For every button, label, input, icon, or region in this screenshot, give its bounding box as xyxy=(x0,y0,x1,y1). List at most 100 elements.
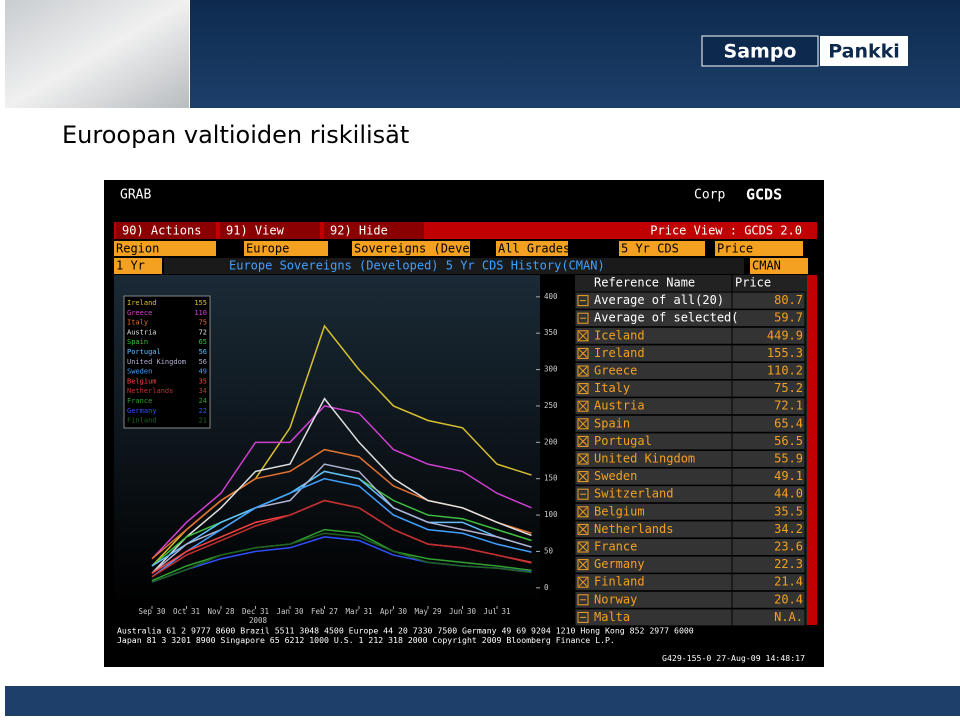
field[interactable] xyxy=(619,241,705,256)
row-bg xyxy=(574,590,806,609)
y-tick-label: 400 xyxy=(544,292,558,301)
check-mark xyxy=(578,419,588,429)
row-price: 49.1 xyxy=(774,469,803,483)
menu-button[interactable] xyxy=(324,222,424,239)
legend-name: France xyxy=(127,397,152,405)
row-bg xyxy=(574,344,806,363)
field[interactable] xyxy=(715,241,803,256)
checkbox[interactable] xyxy=(577,435,589,447)
checkbox[interactable] xyxy=(577,523,589,535)
row-bg xyxy=(574,291,806,310)
checkbox[interactable] xyxy=(577,576,589,588)
legend-value: 24 xyxy=(199,397,207,405)
checkbox[interactable] xyxy=(577,453,589,465)
row-price: 21.4 xyxy=(774,575,803,589)
checkbox[interactable] xyxy=(577,400,589,412)
checkbox[interactable] xyxy=(577,506,589,518)
checkbox[interactable] xyxy=(577,383,589,395)
checkbox[interactable] xyxy=(577,594,589,606)
logo-text: Pankki xyxy=(828,41,900,63)
menu-button[interactable] xyxy=(116,222,216,239)
check-mark xyxy=(578,401,588,411)
legend-value: 75 xyxy=(199,319,207,327)
checkbox[interactable] xyxy=(577,365,589,377)
legend-name: Ireland xyxy=(127,299,157,307)
row-bg xyxy=(574,309,806,328)
legend-value: 110 xyxy=(194,309,207,317)
logo-text: Sampo xyxy=(724,41,797,63)
menu-label: 90) Actions xyxy=(122,224,201,238)
x-tick-label: Jan 30 xyxy=(276,607,304,616)
checkbox[interactable] xyxy=(577,471,589,483)
x-tick-label: May 29 xyxy=(414,607,441,616)
checkbox[interactable] xyxy=(577,418,589,430)
legend-name: Portugal xyxy=(127,348,161,356)
field[interactable] xyxy=(114,241,216,256)
legend-name: Belgium xyxy=(127,377,157,385)
series-line xyxy=(151,405,532,560)
row-price: 56.5 xyxy=(774,434,803,448)
row-price: 22.3 xyxy=(774,557,803,571)
legend-value: 72 xyxy=(199,328,207,336)
view-label: Price View : GCDS 2.0 xyxy=(650,224,802,238)
x-tick-label: Sep 30 xyxy=(138,607,166,616)
y-tick-label: 50 xyxy=(544,546,554,555)
scrollbar xyxy=(807,275,817,625)
check-mark xyxy=(578,331,588,341)
field[interactable] xyxy=(496,241,568,256)
row-bg xyxy=(574,608,806,627)
logo-right xyxy=(820,36,908,66)
row-name: Belgium xyxy=(594,504,645,518)
footer-text: G429-155-0 27-Aug-09 14:48:17 xyxy=(662,653,805,663)
legend-value: 155 xyxy=(194,299,207,307)
check-mark xyxy=(578,366,588,376)
menu-label: 91) View xyxy=(226,224,285,238)
checkbox[interactable] xyxy=(577,488,589,500)
y-tick-label: 150 xyxy=(544,474,558,483)
checkbox[interactable] xyxy=(577,611,589,623)
row-name: Average of all(20) xyxy=(594,293,724,307)
checkbox[interactable] xyxy=(577,330,589,342)
row-bg xyxy=(574,520,806,539)
row-name: Austria xyxy=(594,399,645,413)
field-label: 5 Yr CDS xyxy=(621,242,679,256)
field[interactable] xyxy=(352,241,470,256)
legend-value: 65 xyxy=(199,338,207,346)
field-label: Region xyxy=(116,242,159,256)
legend-value: 34 xyxy=(199,387,207,395)
field[interactable] xyxy=(244,241,328,256)
row-bg xyxy=(574,432,806,451)
legend-name: Germany xyxy=(127,407,157,415)
check-mark xyxy=(578,384,588,393)
y-tick-label: 100 xyxy=(544,510,558,519)
table-header: Reference Name xyxy=(594,276,695,290)
checkbox[interactable] xyxy=(577,347,589,359)
source-label: CMAN xyxy=(752,259,781,273)
checkbox[interactable] xyxy=(577,295,589,307)
checkbox[interactable] xyxy=(577,559,589,571)
x-tick-label: Oct 31 xyxy=(173,607,200,616)
series-line xyxy=(151,532,532,583)
check-mark xyxy=(578,525,588,534)
row-price: 65.4 xyxy=(774,416,803,430)
row-price: 155.3 xyxy=(767,346,803,360)
row-bg xyxy=(574,450,806,468)
y-tick-label: 200 xyxy=(544,437,558,446)
legend-value: 35 xyxy=(199,377,207,385)
row-price: 75.2 xyxy=(774,381,803,395)
checkbox[interactable] xyxy=(577,312,589,324)
field[interactable] xyxy=(114,258,162,274)
slide-title: Euroopan valtioiden riskilisät xyxy=(62,121,409,149)
field[interactable] xyxy=(750,258,808,274)
x-tick-label: Mar 31 xyxy=(345,607,372,616)
legend-name: United Kingdom xyxy=(127,358,186,366)
row-bg xyxy=(574,467,806,486)
row-bg xyxy=(574,538,806,556)
row-bg xyxy=(574,555,806,574)
row-name: Portugal xyxy=(594,434,652,448)
check-mark xyxy=(578,454,588,464)
menu-button[interactable] xyxy=(220,222,320,239)
checkbox[interactable] xyxy=(577,541,589,553)
